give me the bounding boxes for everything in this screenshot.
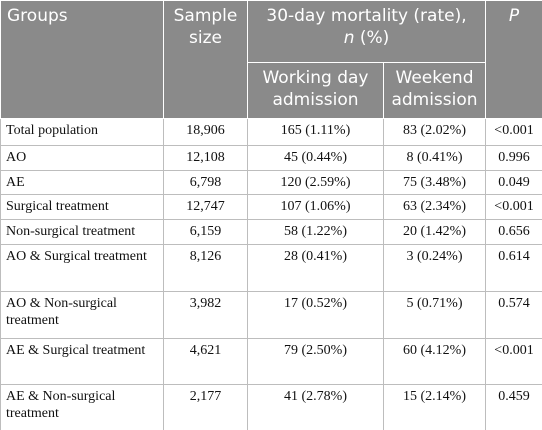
weekend-cell: 60 (4.12%): [383, 338, 486, 385]
working-day-cell: 58 (1.22%): [247, 219, 384, 245]
header-p: P: [485, 0, 542, 119]
working-day-cell: 120 (2.59%): [247, 170, 384, 195]
working-day-cell: 79 (2.50%): [247, 338, 384, 385]
group-cell: AE & Surgical treatment: [0, 338, 164, 385]
p-value-cell: 0.574: [485, 291, 542, 339]
working-day-cell: 17 (0.52%): [247, 291, 384, 339]
p-value-cell: 0.614: [485, 244, 542, 292]
sample-size-cell: 6,159: [163, 219, 248, 245]
weekend-cell: 8 (0.41%): [383, 145, 486, 171]
p-value-cell: <0.001: [485, 194, 542, 220]
header-mortality: 30-day mortality (rate), n (%): [247, 0, 486, 63]
group-cell: AO & Non-surgical treatment: [0, 291, 164, 339]
sample-size-cell: 18,906: [163, 118, 248, 146]
sample-size-cell: 8,126: [163, 244, 248, 292]
table-row: AE & Non-surgical treatment 2,177 41 (2.78…: [0, 384, 542, 430]
header-sample-size: Sample size: [163, 0, 248, 119]
sample-size-cell: 12,108: [163, 145, 248, 171]
weekend-cell: 15 (2.14%): [383, 384, 486, 430]
header-working-day: Working day admission: [247, 62, 384, 119]
working-day-cell: 165 (1.11%): [247, 118, 384, 146]
group-cell: Total population: [0, 118, 164, 146]
working-day-cell: 45 (0.44%): [247, 145, 384, 171]
group-cell: AE: [0, 170, 164, 195]
weekend-cell: 63 (2.34%): [383, 194, 486, 220]
table-row: AO 12,108 45 (0.44%) 8 (0.41%) 0.996: [0, 145, 542, 171]
p-value-cell: <0.001: [485, 338, 542, 385]
sample-size-cell: 12,747: [163, 194, 248, 220]
header-weekend: Weekend admission: [383, 62, 486, 119]
working-day-cell: 107 (1.06%): [247, 194, 384, 220]
header-p-text: P: [508, 6, 520, 26]
sample-size-cell: 6,798: [163, 170, 248, 195]
table-row: AE 6,798 120 (2.59%) 75 (3.48%) 0.049: [0, 170, 542, 195]
sample-size-cell: 2,177: [163, 384, 248, 430]
weekend-cell: 5 (0.71%): [383, 291, 486, 339]
header-mortality-text: 30-day mortality (rate),: [266, 6, 467, 26]
weekend-cell: 3 (0.24%): [383, 244, 486, 292]
working-day-cell: 28 (0.41%): [247, 244, 384, 292]
sample-size-cell: 3,982: [163, 291, 248, 339]
header-mortality-unit: (%): [359, 28, 390, 48]
group-cell: AO & Surgical treatment: [0, 244, 164, 292]
table-row: AO & Non-surgical treatment 3,982 17 (0.52…: [0, 291, 542, 339]
p-value-cell: 0.459: [485, 384, 542, 430]
table-body: Total population 18,906 165 (1.11%) 83 (2.0…: [0, 118, 542, 430]
table-row: AO & Surgical treatment 8,126 28 (0.41%) 3 …: [0, 244, 542, 292]
table-row: AE & Surgical treatment 4,621 79 (2.50%) 60…: [0, 338, 542, 385]
table-row: Surgical treatment 12,747 107 (1.06%) 63 (2…: [0, 194, 542, 220]
p-value-cell: 0.996: [485, 145, 542, 171]
table-row: Total population 18,906 165 (1.11%) 83 (2.0…: [0, 118, 542, 146]
group-cell: AE & Non-surgical treatment: [0, 384, 164, 430]
header-mortality-n: n: [343, 28, 355, 48]
header-groups: Groups: [0, 0, 164, 119]
table-row: Non-surgical treatment 6,159 58 (1.22%) 20 …: [0, 219, 542, 245]
weekend-cell: 83 (2.02%): [383, 118, 486, 146]
group-cell: AO: [0, 145, 164, 171]
weekend-cell: 20 (1.42%): [383, 219, 486, 245]
sample-size-cell: 4,621: [163, 338, 248, 385]
p-value-cell: <0.001: [485, 118, 542, 146]
p-value-cell: 0.656: [485, 219, 542, 245]
working-day-cell: 41 (2.78%): [247, 384, 384, 430]
p-value-cell: 0.049: [485, 170, 542, 195]
group-cell: Surgical treatment: [0, 194, 164, 220]
group-cell: Non-surgical treatment: [0, 219, 164, 245]
weekend-cell: 75 (3.48%): [383, 170, 486, 195]
